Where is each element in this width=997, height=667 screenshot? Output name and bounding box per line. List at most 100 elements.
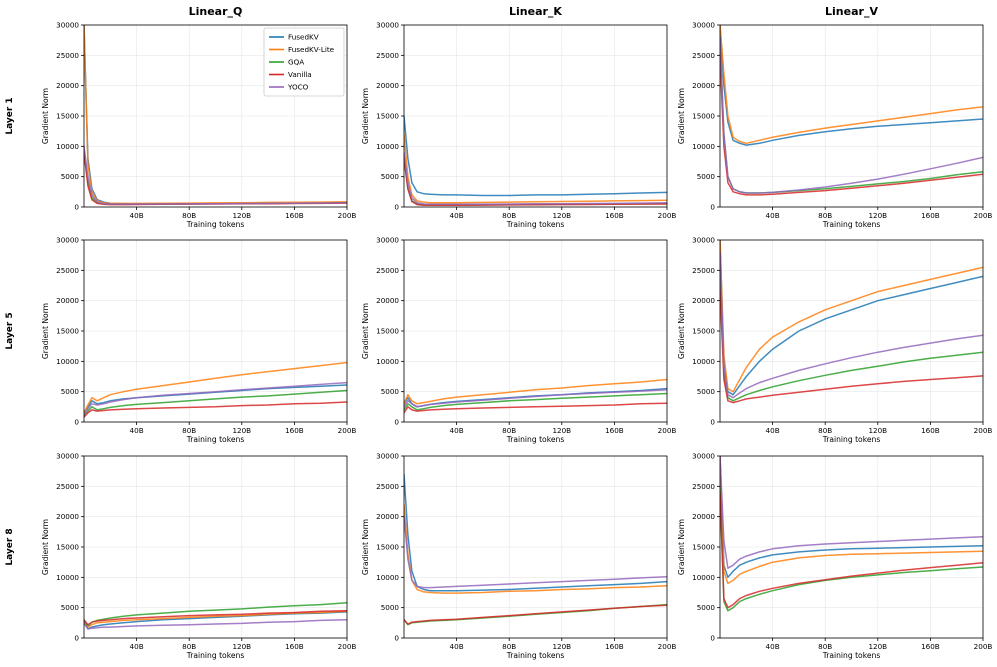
series-line-fusedkv: [720, 25, 983, 146]
x-tick-label: 80B: [502, 642, 516, 651]
y-tick-label: 5000: [697, 172, 716, 181]
y-tick-label: 15000: [376, 112, 399, 121]
x-tick-label: 80B: [182, 426, 196, 435]
row-title-layer-5: Layer 5: [5, 312, 15, 349]
x-tick-label: 160B: [605, 211, 624, 220]
x-tick-label: 160B: [285, 642, 304, 651]
series-line-vanilla: [720, 287, 983, 404]
x-axis-label: Training tokens: [186, 651, 245, 660]
x-tick-label: 120B: [552, 211, 571, 220]
y-tick-label: 10000: [376, 357, 399, 366]
series-line-fusedkv: [404, 115, 667, 197]
y-tick-label: 30000: [692, 236, 715, 245]
y-tick-label: 25000: [376, 51, 399, 60]
y-tick-label: 10000: [692, 573, 715, 582]
series-line-fusedkv: [720, 456, 983, 579]
x-tick-label: 160B: [605, 426, 624, 435]
y-tick-label: 10000: [692, 357, 715, 366]
y-tick-label: 10000: [376, 573, 399, 582]
y-tick-label: 5000: [697, 603, 716, 612]
row-title-layer-8: Layer 8: [5, 528, 15, 565]
x-tick-label: 200B: [974, 211, 993, 220]
series-line-fusedkv-lite: [404, 133, 667, 204]
y-tick-label: 25000: [56, 51, 79, 60]
series-line-fusedkv-lite: [404, 378, 667, 405]
x-tick-label: 40B: [766, 642, 780, 651]
x-tick-label: 120B: [868, 426, 887, 435]
y-tick-label: 20000: [56, 512, 79, 521]
series-line-vanilla: [404, 157, 667, 206]
y-tick-label: 10000: [56, 142, 79, 151]
x-tick-label: 120B: [232, 642, 251, 651]
x-tick-label: 80B: [818, 426, 832, 435]
x-tick-label: 80B: [182, 642, 196, 651]
x-tick-label: 200B: [658, 642, 677, 651]
y-tick-label: 25000: [56, 266, 79, 275]
x-axis-label: Training tokens: [186, 435, 245, 444]
x-tick-label: 160B: [921, 211, 940, 220]
x-axis-label: Training tokens: [506, 435, 565, 444]
y-axis-label: Gradient Norm: [677, 303, 686, 359]
series-line-fusedkv-lite: [720, 240, 983, 393]
y-tick-label: 0: [710, 634, 715, 643]
x-tick-label: 40B: [130, 211, 144, 220]
x-tick-label: 40B: [130, 426, 144, 435]
x-tick-label: 120B: [868, 642, 887, 651]
x-axis-label: Training tokens: [506, 651, 565, 660]
y-tick-label: 30000: [56, 21, 79, 30]
y-tick-label: 0: [394, 203, 399, 212]
y-tick-label: 30000: [376, 236, 399, 245]
y-tick-label: 15000: [56, 543, 79, 552]
x-tick-label: 160B: [285, 426, 304, 435]
x-tick-label: 120B: [868, 211, 887, 220]
column-title-linear-v: Linear_V: [825, 5, 878, 18]
y-tick-label: 10000: [56, 573, 79, 582]
x-tick-label: 40B: [450, 642, 464, 651]
y-axis-label: Gradient Norm: [361, 88, 370, 144]
y-tick-label: 15000: [376, 543, 399, 552]
series-line-gqa: [720, 485, 983, 612]
x-tick-label: 40B: [766, 426, 780, 435]
legend-label-vanilla: Vanilla: [288, 70, 312, 79]
x-tick-label: 120B: [552, 426, 571, 435]
x-tick-label: 80B: [502, 211, 516, 220]
panel-layer-1-linear-k: 0 5000 10000 15000 20000 25000 30000 40B 80B 120B…: [361, 21, 676, 230]
series-line-yoco: [84, 145, 347, 205]
y-tick-label: 10000: [692, 142, 715, 151]
series-line-gqa: [84, 389, 347, 417]
series-line-fusedkv-lite: [84, 25, 347, 205]
x-axis-label: Training tokens: [822, 220, 881, 229]
row-title-layer-1: Layer 1: [5, 97, 15, 134]
series-line-yoco: [404, 151, 667, 206]
series-line-vanilla: [84, 151, 347, 206]
y-tick-label: 15000: [56, 112, 79, 121]
panel-layer-8-linear-q: 0 5000 10000 15000 20000 25000 30000 40B 80B 120B…: [41, 452, 356, 661]
panel-layer-8-linear-k: 0 5000 10000 15000 20000 25000 30000 40B 80B 120B…: [361, 452, 676, 661]
x-tick-label: 120B: [552, 642, 571, 651]
y-axis-label: Gradient Norm: [41, 303, 50, 359]
y-tick-label: 30000: [56, 236, 79, 245]
y-tick-label: 10000: [376, 142, 399, 151]
y-tick-label: 5000: [61, 172, 80, 181]
y-tick-label: 5000: [381, 172, 400, 181]
y-tick-label: 20000: [376, 512, 399, 521]
x-tick-label: 160B: [285, 211, 304, 220]
y-axis-label: Gradient Norm: [41, 519, 50, 575]
x-axis-label: Training tokens: [186, 220, 245, 229]
series-line-vanilla: [720, 54, 983, 196]
panel-layer-1-linear-q: 0 5000 10000 15000 20000 25000 30000 40B 80B 120B…: [41, 21, 356, 230]
legend-label-yoco: YOCO: [287, 83, 309, 92]
y-tick-label: 20000: [692, 512, 715, 521]
y-tick-label: 5000: [381, 387, 400, 396]
series-line-gqa: [84, 151, 347, 206]
y-tick-label: 25000: [56, 482, 79, 491]
y-tick-label: 5000: [697, 387, 716, 396]
x-axis-label: Training tokens: [506, 220, 565, 229]
x-tick-label: 80B: [818, 211, 832, 220]
series-line-yoco: [720, 251, 983, 399]
series-line-fusedkv-lite: [720, 25, 983, 145]
series-line-fusedkv: [720, 240, 983, 396]
x-tick-label: 40B: [450, 211, 464, 220]
y-tick-label: 25000: [692, 51, 715, 60]
y-tick-label: 0: [74, 203, 79, 212]
